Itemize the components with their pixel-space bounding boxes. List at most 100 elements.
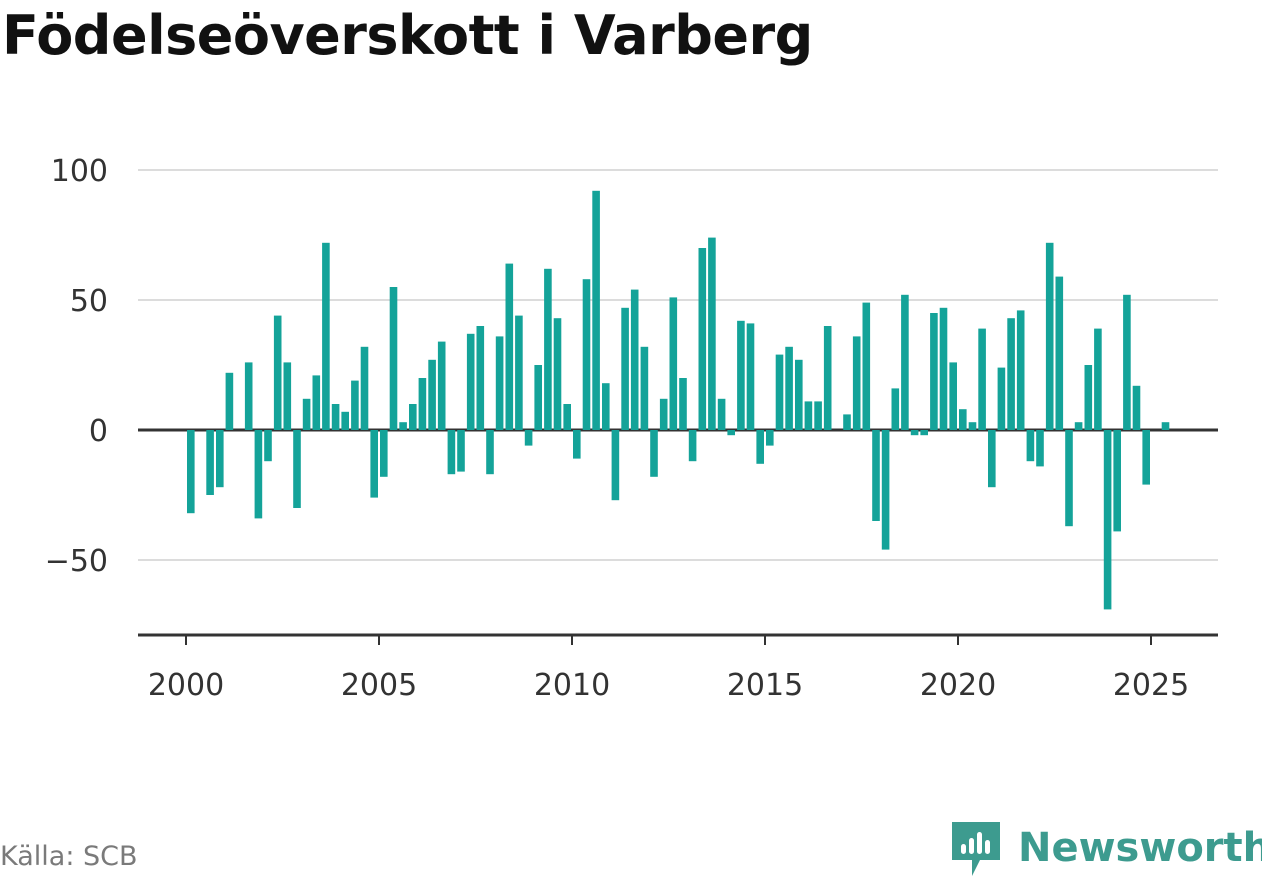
bar [997,367,1006,430]
bar [949,362,957,430]
x-tick-label: 2020 [920,668,996,703]
bar [264,430,272,462]
source-note: Källa: SCB [0,841,138,872]
bar [216,430,224,488]
bar [669,297,678,430]
bar [331,404,340,430]
bar [341,411,349,430]
bar [592,190,600,430]
bar [717,398,726,430]
bar [1132,385,1141,430]
bar [399,422,407,430]
brand-logo[interactable]: Newsworthy [950,818,1262,878]
bar [1016,310,1025,430]
bar [920,430,928,436]
bar [698,248,707,430]
bar [1142,430,1150,485]
bar [505,263,514,430]
bar [891,388,900,430]
bar [582,279,591,430]
bar [1065,430,1073,527]
bar [968,422,977,430]
bar [389,287,398,430]
bar [428,359,436,430]
bar [814,401,822,430]
bar [293,430,301,508]
bar [1103,430,1112,610]
bar [476,326,485,430]
bar [322,242,330,430]
bar [602,383,610,430]
bar [659,398,668,430]
bar [1045,242,1054,430]
chart-title: Födelseöverskott i Varberg [2,4,813,67]
bar [1113,430,1121,532]
bar [630,289,639,430]
bars [187,190,1170,610]
bar [515,315,523,430]
bar [553,318,562,430]
bar [573,430,581,459]
bar [640,346,649,430]
y-tick-label: 100 [51,154,108,189]
bar [206,430,214,495]
bar [930,313,938,430]
bar [611,430,620,501]
bar [862,302,871,430]
bar [910,430,919,436]
brand-name: Newsworthy [1018,825,1262,871]
bar [380,430,388,477]
bar [621,307,629,430]
bar [524,430,533,446]
bar [852,336,861,430]
bar [775,354,784,430]
bar [650,430,658,477]
bar [225,372,234,430]
bar [457,430,465,472]
bar [447,430,456,475]
bar [534,365,542,430]
bar [795,359,803,430]
bar [959,409,967,430]
bar [1094,328,1102,430]
bar [1084,365,1093,430]
bar [1026,430,1035,462]
bar [766,430,774,446]
bar [283,362,292,430]
bar [679,378,687,430]
bar [1036,430,1044,467]
bar [901,294,909,430]
bar [737,320,745,430]
bar [978,328,986,430]
bar [563,404,571,430]
bar [360,346,369,430]
bar [254,430,263,519]
bar [370,430,378,498]
bar [1007,318,1015,430]
bar [312,375,321,430]
bar [785,346,793,430]
bar [351,380,359,430]
bar [746,323,755,430]
y-tick-label: −50 [45,544,108,579]
bar [688,430,697,462]
bar [418,378,427,430]
bar [466,333,475,430]
x-tick-label: 2005 [341,668,417,703]
y-tick-label: 0 [89,414,108,449]
bar [727,430,735,436]
y-axis-labels: −50 0 50 100 [45,154,108,579]
y-tick-label: 50 [70,284,108,319]
bar [273,315,282,430]
bar [881,430,890,550]
newsworthy-logo-icon [952,822,1000,876]
bar [437,341,446,430]
bar [302,398,311,430]
x-tick-label: 2010 [534,668,610,703]
bar [823,326,832,430]
bar [486,430,494,475]
bar [756,430,764,464]
x-tick-label: 2000 [148,668,224,703]
bar [1161,422,1170,430]
